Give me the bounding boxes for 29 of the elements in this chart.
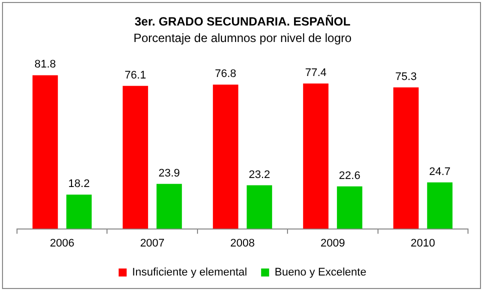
x-tick-label: 2006	[50, 237, 74, 250]
legend-label: Insuficiente y elemental	[132, 266, 248, 279]
legend-label: Bueno y Excelente	[274, 266, 366, 279]
chart-title: 3er. GRADO SECUNDARIA. ESPAÑOL	[134, 14, 350, 29]
bar	[427, 182, 452, 229]
data-label: 23.2	[248, 168, 270, 181]
data-label: 18.2	[68, 178, 90, 190]
x-tick-label: 2008	[230, 237, 255, 250]
data-label: 23.9	[158, 167, 180, 180]
data-label: 75.3	[395, 70, 417, 83]
bar	[336, 186, 362, 229]
chart-subtitle: Porcentaje de alumnos por nivel de logro	[133, 30, 352, 45]
x-tick-label: 2010	[410, 237, 436, 250]
data-label: 81.8	[34, 58, 56, 71]
data-label: 24.7	[429, 166, 451, 178]
bar	[156, 184, 182, 229]
bar	[246, 185, 272, 229]
x-tick-label: 2007	[140, 237, 165, 250]
bar	[303, 83, 328, 229]
data-label: 77.4	[305, 66, 326, 79]
data-label: 76.8	[214, 68, 236, 80]
data-label: 22.6	[338, 170, 360, 182]
x-tick-label: 2009	[320, 237, 345, 250]
bar	[66, 194, 92, 229]
bar	[212, 84, 238, 229]
bar	[32, 75, 58, 229]
bar	[393, 87, 419, 229]
data-label: 76.1	[124, 69, 146, 82]
bar	[122, 86, 148, 229]
